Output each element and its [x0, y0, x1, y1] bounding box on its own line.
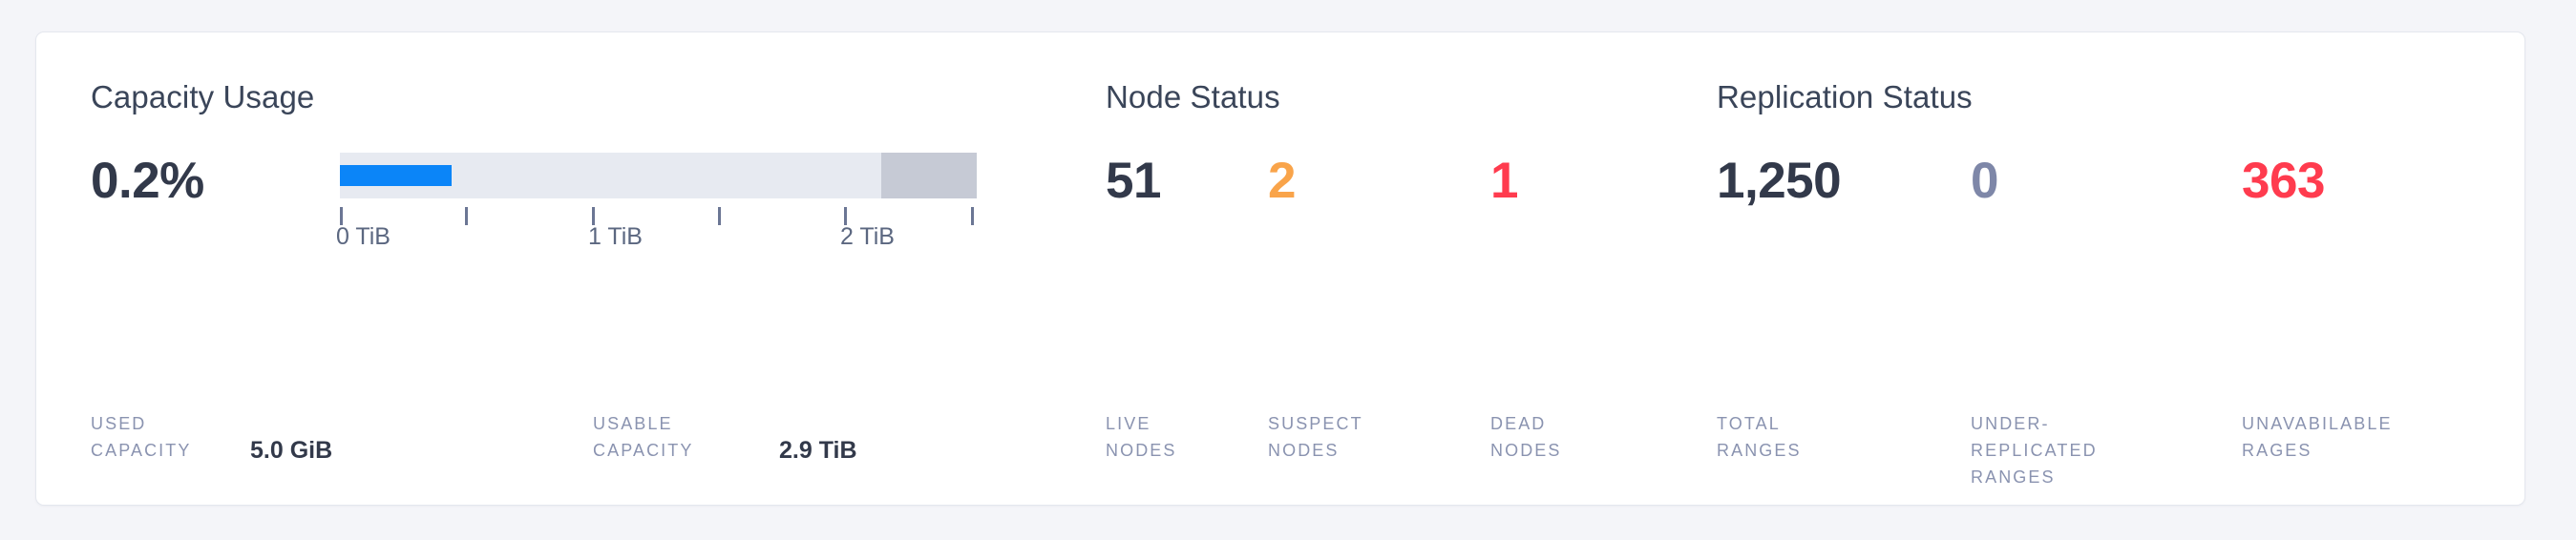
capacity-bar-unusable-segment	[881, 153, 977, 198]
under-replicated-ranges-value: 0	[1971, 153, 1998, 209]
live-nodes-value: 51	[1106, 153, 1161, 209]
usable-capacity-label: Usable Capacity	[593, 414, 694, 460]
unavailable-ranges-label: Unavabilable Rages	[2242, 414, 2393, 460]
live-nodes-label: Live Nodes	[1106, 414, 1177, 460]
axis-tick-label: 0 TiB	[336, 223, 391, 250]
axis-tick	[718, 207, 721, 225]
unavailable-ranges-value: 363	[2242, 153, 2325, 209]
replication-status-title: Replication Status	[1717, 79, 1973, 114]
dead-nodes-value: 1	[1490, 153, 1518, 209]
axis-tick	[465, 207, 468, 225]
suspect-nodes-value: 2	[1268, 153, 1296, 209]
total-ranges-label: Total Ranges	[1717, 414, 1802, 460]
suspect-nodes-label: Suspect Nodes	[1268, 414, 1363, 460]
used-capacity-value: 5.0 GiB	[250, 437, 333, 464]
capacity-bar-axis: 0 TiB 1 TiB 2 TiB	[336, 198, 977, 250]
cluster-summary-card: Capacity Usage 0.2% 0 TiB 1 TiB	[35, 31, 2525, 506]
capacity-bar-used-fill	[340, 165, 452, 186]
node-status-section: Node Status 51 2 1 Live Nodes Suspect No…	[1067, 32, 1679, 505]
capacity-bar-track	[340, 153, 977, 198]
node-status-title: Node Status	[1106, 79, 1280, 114]
total-ranges-value: 1,250	[1717, 153, 1842, 209]
axis-tick-label: 1 TiB	[588, 223, 643, 250]
under-replicated-ranges-label: Under- Replicated Ranges	[1971, 414, 2098, 487]
used-capacity-label: Used Capacity	[91, 414, 192, 460]
axis-tick	[844, 207, 847, 225]
capacity-percent-value: 0.2%	[91, 153, 204, 209]
capacity-usage-section: Capacity Usage 0.2% 0 TiB 1 TiB	[36, 32, 1067, 505]
capacity-usage-title: Capacity Usage	[91, 79, 315, 114]
axis-tick	[592, 207, 595, 225]
axis-tick-label: 2 TiB	[840, 223, 895, 250]
usable-capacity-value: 2.9 TiB	[779, 437, 857, 464]
capacity-bar: 0 TiB 1 TiB 2 TiB	[336, 153, 977, 250]
axis-tick	[971, 207, 974, 225]
dead-nodes-label: Dead Nodes	[1490, 414, 1562, 460]
replication-status-section: Replication Status 1,250 0 363 Total Ran…	[1679, 32, 2526, 505]
axis-tick	[340, 207, 343, 225]
